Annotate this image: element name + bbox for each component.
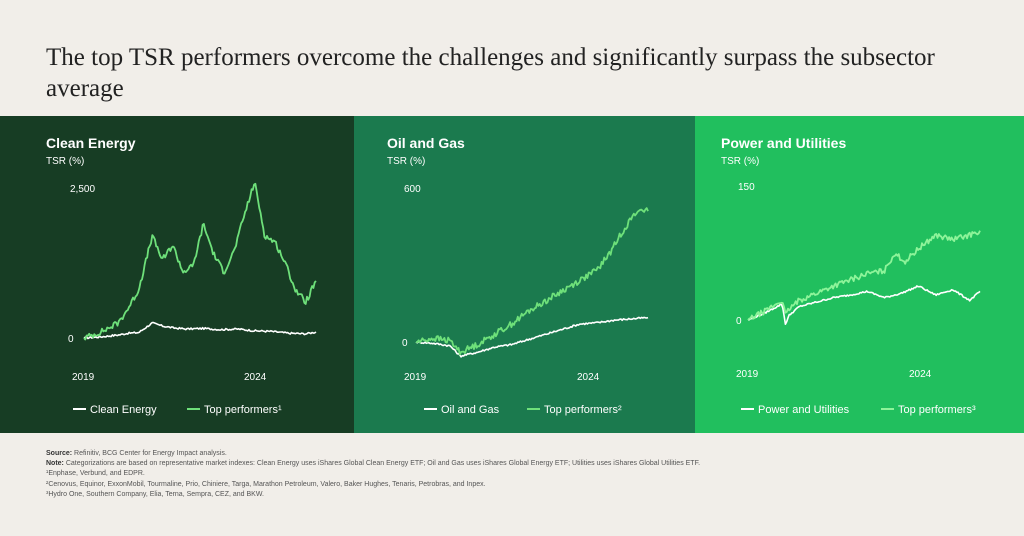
- footnote-1: ¹Enphase, Verbund, and EDPR.: [46, 470, 145, 478]
- panel-title: Clean Energy: [46, 135, 136, 151]
- legend-label: Oil and Gas: [441, 404, 500, 416]
- page-title: The top TSR performers overcome the chal…: [46, 44, 935, 102]
- x-tick-label: 2024: [577, 372, 600, 383]
- y-tick-label: 150: [738, 182, 755, 193]
- footnote-2: ²Cenovus, Equinor, ExxonMobil, Tourmalin…: [46, 480, 486, 488]
- x-tick-label: 2024: [909, 369, 932, 380]
- panel-title: Oil and Gas: [387, 135, 465, 151]
- source-line: Source: Refinitiv, BCG Center for Energy…: [46, 449, 1006, 459]
- x-tick-label: 2019: [404, 372, 427, 383]
- source-text: Refinitiv, BCG Center for Energy Impact …: [74, 450, 227, 457]
- series-line-top-performers: [83, 182, 317, 341]
- legend-label: Clean Energy: [90, 404, 157, 416]
- footnote-3: ³Hydro One, Southern Company, Elia, Tern…: [46, 490, 265, 498]
- source-label: Source:: [46, 450, 73, 457]
- y-tick-label: 2,500: [70, 184, 95, 195]
- y-axis-label: TSR (%): [46, 156, 85, 167]
- x-tick-label: 2019: [72, 372, 95, 383]
- note-text: Categorizations are based on representat…: [65, 460, 701, 468]
- note-label: Note:: [46, 460, 64, 468]
- y-tick-label: 0: [736, 316, 742, 327]
- series-line-average: [415, 316, 649, 358]
- x-tick-label: 2019: [736, 369, 759, 380]
- panel-clean-energy: Clean Energy TSR (%) 2,500 0 2019 2024 Clean…: [0, 116, 354, 433]
- y-tick-label: 0: [68, 334, 74, 345]
- legend-label: Top performers¹: [204, 404, 282, 416]
- y-axis-label: TSR (%): [721, 156, 760, 167]
- panel-power-and-utilities: Power and Utilities TSR (%) 150 0 2019 2024…: [695, 116, 1024, 433]
- legend-label: Top performers³: [898, 404, 976, 416]
- legend-label: Top performers²: [544, 404, 622, 416]
- series-line-top-performers: [747, 230, 981, 321]
- panel-title: Power and Utilities: [721, 135, 847, 151]
- series-line-average: [83, 321, 317, 340]
- footnotes: Source: Refinitiv, BCG Center for Energy…: [46, 449, 1006, 500]
- oil-and-gas-chart: 600 0 2019 2024 Oil and Gas Top performers²: [402, 184, 649, 416]
- clean-energy-chart: 2,500 0 2019 2024 Clean Energy Top performers…: [68, 182, 317, 416]
- note-line: Note: Categorizations are based on repre…: [46, 459, 1006, 469]
- series-line-average: [747, 285, 981, 325]
- legend-label: Power and Utilities: [758, 404, 850, 416]
- y-axis-label: TSR (%): [387, 156, 426, 167]
- y-tick-label: 0: [402, 338, 408, 349]
- power-and-utilities-chart: 150 0 2019 2024 Power and Utilities Top perfo…: [736, 182, 981, 416]
- panel-oil-and-gas: Oil and Gas TSR (%) 600 0 2019 2024 Oil and …: [354, 116, 695, 433]
- series-line-top-performers: [415, 207, 649, 356]
- y-tick-label: 600: [404, 184, 421, 195]
- x-tick-label: 2024: [244, 372, 267, 383]
- chart-panels: Clean Energy TSR (%) 2,500 0 2019 2024 Clean…: [0, 116, 1024, 433]
